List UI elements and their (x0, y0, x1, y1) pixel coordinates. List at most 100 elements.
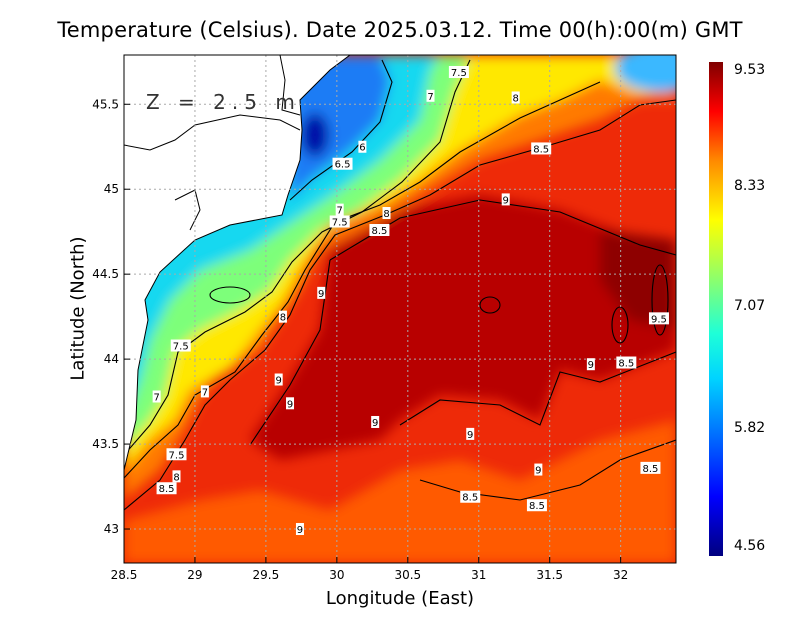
contour-lines (124, 59, 676, 511)
colorbar-label: 7.07 (734, 298, 766, 314)
grid-lines (124, 55, 676, 563)
contour-label-bg (371, 415, 380, 428)
plot-frame (123, 54, 677, 564)
x-axis-label: Longitude (East) (325, 588, 475, 609)
field-darkred-core (250, 195, 676, 460)
contour-label: 7 (337, 206, 343, 217)
contour-label-bg (586, 358, 595, 371)
contour-label-bg (460, 490, 481, 503)
colorbar-label-max: 9.53 (734, 62, 766, 78)
contour-label-bg (170, 339, 191, 352)
axis-ticks: 28.5 29 29.5 30 30.5 31 31.5 32 43 43.5 44 44.5 45 45… (92, 97, 628, 582)
chart-title: Temperature (Celsius). Date 2025.03.12. … (57, 18, 743, 42)
contour-label: 8.5 (371, 226, 387, 237)
contour-label-bg (152, 390, 161, 403)
x-tick-label: 28.5 (111, 568, 138, 582)
contour-label: 9 (535, 466, 541, 477)
land-mass (124, 55, 351, 471)
contour-label: 7 (202, 387, 208, 398)
contour-label: 7.5 (169, 450, 185, 461)
contour-label: 9 (467, 430, 473, 441)
contour-label-bg (531, 142, 552, 155)
contour-label-bg (172, 470, 181, 483)
contour-label-bg (317, 286, 326, 299)
x-tick-label: 31.5 (536, 568, 563, 582)
contour-label-bg (274, 373, 283, 386)
x-tick-label: 29 (187, 568, 202, 582)
contour-label-bg (156, 482, 177, 495)
y-tick-label: 44.5 (92, 267, 119, 281)
field-darkest (600, 230, 676, 330)
contour-label: 8 (512, 93, 518, 104)
contour-label-bg (200, 385, 209, 398)
contour-label-bg (501, 193, 510, 206)
contour-label: 8.5 (618, 359, 634, 370)
depth-label: Z = 2.5 m (146, 90, 301, 114)
contour-label-bg (295, 523, 304, 536)
contour-label: 7 (427, 92, 433, 103)
contour-label: 9 (372, 418, 378, 429)
contour-label: 7.5 (173, 342, 189, 353)
contour-label-bg (640, 461, 661, 474)
contour-label: 7 (153, 392, 159, 403)
x-tick-label: 30 (329, 568, 344, 582)
x-tick-label: 30.5 (394, 568, 421, 582)
contour-label-bg (369, 223, 390, 236)
x-tick-label: 29.5 (253, 568, 280, 582)
contour-label: 8.5 (159, 484, 175, 495)
contour-label-bg (335, 203, 344, 216)
contour-label: 9 (287, 399, 293, 410)
contour-label: 9 (297, 525, 303, 536)
contour-label-bg (648, 312, 669, 325)
contour-label: 8 (173, 472, 179, 483)
x-tick-label: 32 (613, 568, 628, 582)
y-tick-label: 43.5 (92, 437, 119, 451)
field-blue (290, 55, 390, 200)
colorbar-label-min: 4.56 (734, 538, 766, 554)
contour-label: 8.5 (529, 501, 545, 512)
y-axis-label: Latitude (North) (67, 236, 89, 381)
contour-label: 6.5 (335, 160, 351, 171)
contour-label: 9.5 (651, 314, 667, 325)
contour-label: 9 (588, 360, 594, 371)
contour-label: 8 (280, 313, 286, 324)
contour-label-bg (286, 397, 295, 410)
contour-label: 8.5 (462, 493, 478, 504)
contour-label-bg (278, 310, 287, 323)
contour-label-bg (616, 356, 637, 369)
x-tick-label: 31 (471, 568, 486, 582)
contour-label: 7.5 (332, 218, 348, 229)
contour-label-bg (358, 140, 367, 153)
y-tick-label: 45.5 (92, 97, 119, 111)
contour-label-bg (511, 91, 520, 104)
contour-label: 9 (318, 289, 324, 300)
contour-label: 8 (383, 209, 389, 220)
y-tick-label: 44 (104, 352, 119, 366)
contour-label-bg (329, 215, 350, 228)
colorbar-label: 8.33 (734, 178, 766, 194)
contour-label: 8.5 (533, 144, 549, 155)
field-darkblue (301, 113, 329, 157)
contour-label-bg (466, 427, 475, 440)
contour-label-bg (534, 463, 543, 476)
contour-label-bg (526, 499, 547, 512)
contour-label-bg (382, 207, 391, 220)
contour-label-bg (448, 65, 469, 78)
contour-label: 7.5 (451, 68, 467, 79)
field-orange-bottom (124, 420, 676, 563)
contour-label: 9 (275, 376, 281, 387)
contour-label: 9 (503, 195, 509, 206)
contour-label-bg (332, 157, 353, 170)
colorbar-label: 5.82 (734, 420, 766, 436)
colorbar (709, 62, 723, 556)
y-tick-label: 45 (104, 182, 119, 196)
contour-label: 8.5 (643, 464, 659, 475)
contour-label: 6 (359, 143, 365, 154)
contour-label-bg (166, 448, 187, 461)
y-tick-label: 43 (104, 522, 119, 536)
contour-label-bg (426, 89, 435, 102)
field-topright-cool (615, 55, 676, 92)
